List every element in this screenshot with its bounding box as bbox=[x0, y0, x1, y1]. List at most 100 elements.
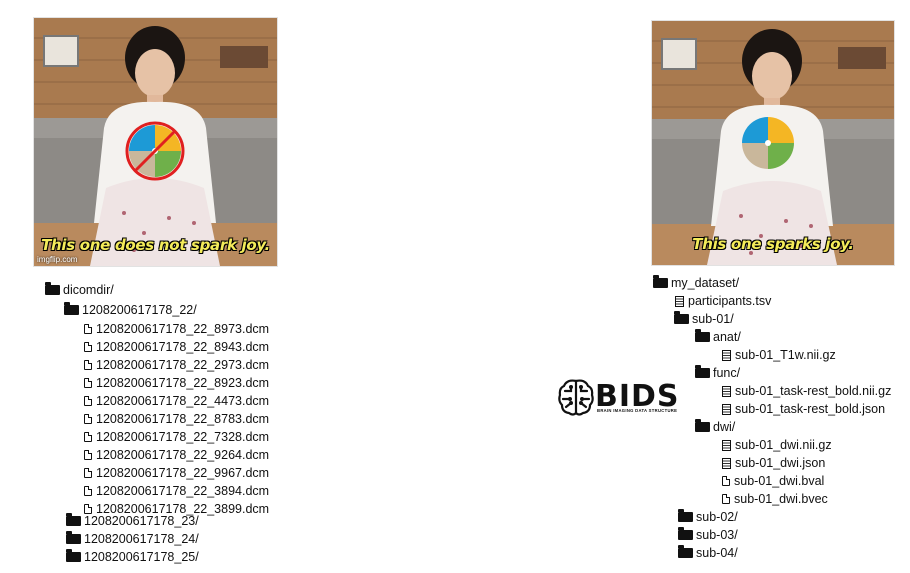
file-row: 1208200617178_22_8783.dcm bbox=[84, 410, 269, 429]
file-icon bbox=[84, 468, 92, 479]
folder-row: 1208200617178_22/ bbox=[64, 301, 197, 320]
file-row: 1208200617178_22_9967.dcm bbox=[84, 464, 269, 483]
file-row: sub-01_dwi.bval bbox=[722, 472, 824, 491]
file-label: sub-01_T1w.nii.gz bbox=[735, 348, 836, 362]
json-file-icon bbox=[722, 403, 731, 415]
folder-label: sub-01/ bbox=[692, 312, 734, 326]
file-icon bbox=[84, 486, 92, 497]
file-label: 1208200617178_22_4473.dcm bbox=[96, 394, 270, 408]
file-row: sub-01_dwi.json bbox=[722, 454, 825, 473]
file-icon bbox=[84, 504, 92, 515]
folder-label: sub-02/ bbox=[696, 510, 738, 524]
meme-caption: This one does not spark joy. bbox=[41, 236, 270, 254]
file-label: 1208200617178_22_8943.dcm bbox=[96, 340, 270, 354]
nifti-file-icon bbox=[722, 385, 731, 397]
folder-row: my_dataset/ bbox=[653, 274, 739, 293]
file-label: 1208200617178_22_9967.dcm bbox=[96, 466, 270, 480]
folder-row: 1208200617178_23/ bbox=[66, 512, 199, 531]
file-row: 1208200617178_22_3899.dcm bbox=[84, 500, 269, 519]
folder-row: func/ bbox=[695, 364, 740, 383]
file-icon bbox=[84, 360, 92, 371]
folder-label: dwi/ bbox=[713, 420, 736, 434]
file-label: 1208200617178_22_9264.dcm bbox=[96, 448, 270, 462]
bids-wordmark: BIDS bbox=[595, 379, 680, 414]
folder-icon bbox=[678, 509, 693, 523]
file-label: 1208200617178_22_7328.dcm bbox=[96, 430, 270, 444]
file-row: 1208200617178_22_8973.dcm bbox=[84, 320, 269, 339]
folder-label: func/ bbox=[713, 366, 741, 380]
file-row: 1208200617178_22_9264.dcm bbox=[84, 446, 269, 465]
bids-logo: BIDS BRAIN IMAGING DATA STRUCTURE bbox=[557, 377, 680, 417]
folder-icon bbox=[695, 365, 710, 379]
folder-label: sub-04/ bbox=[696, 546, 738, 560]
file-icon bbox=[84, 396, 92, 407]
folder-row: dwi/ bbox=[695, 418, 735, 437]
bids-subtitle: BRAIN IMAGING DATA STRUCTURE bbox=[597, 408, 678, 413]
file-icon bbox=[84, 324, 92, 335]
file-label: participants.tsv bbox=[688, 294, 772, 308]
file-row: participants.tsv bbox=[675, 292, 771, 311]
file-label: 1208200617178_22_3894.dcm bbox=[96, 484, 270, 498]
file-label: sub-01_dwi.bvec bbox=[734, 492, 828, 506]
folder-row: sub-03/ bbox=[678, 526, 738, 545]
file-icon bbox=[84, 432, 92, 443]
file-icon bbox=[84, 378, 92, 389]
file-row: 1208200617178_22_7328.dcm bbox=[84, 428, 269, 447]
file-label: sub-01_dwi.nii.gz bbox=[735, 438, 832, 452]
file-label: 1208200617178_22_8923.dcm bbox=[96, 376, 270, 390]
tabular-file-icon bbox=[675, 295, 684, 307]
file-row: sub-01_task-rest_bold.json bbox=[722, 400, 885, 419]
folder-row: sub-01/ bbox=[674, 310, 734, 329]
file-icon bbox=[84, 414, 92, 425]
meme-caption: This one sparks joy. bbox=[692, 235, 854, 253]
file-label: 1208200617178_22_3899.dcm bbox=[96, 502, 270, 516]
folder-label: 1208200617178_25/ bbox=[84, 550, 199, 564]
file-label: sub-01_dwi.json bbox=[735, 456, 826, 470]
folder-icon bbox=[45, 282, 60, 296]
folder-icon bbox=[678, 527, 693, 541]
nifti-file-icon bbox=[722, 349, 731, 361]
file-row: 1208200617178_22_4473.dcm bbox=[84, 392, 269, 411]
folder-icon bbox=[674, 311, 689, 325]
file-row: sub-01_dwi.nii.gz bbox=[722, 436, 832, 455]
folder-icon bbox=[653, 275, 668, 289]
file-label: sub-01_task-rest_bold.json bbox=[735, 402, 886, 416]
folder-row: anat/ bbox=[695, 328, 741, 347]
folder-row: sub-02/ bbox=[678, 508, 738, 527]
folder-icon bbox=[695, 419, 710, 433]
photo-scene bbox=[652, 21, 894, 265]
folder-label: anat/ bbox=[713, 330, 741, 344]
folder-row: dicomdir/ bbox=[45, 281, 114, 300]
folder-icon bbox=[64, 302, 79, 316]
meme-photo-no-joy: This one does not spark joy. imgflip.com bbox=[33, 17, 278, 267]
folder-label: my_dataset/ bbox=[671, 276, 740, 290]
file-row: sub-01_dwi.bvec bbox=[722, 490, 828, 509]
folder-label: 1208200617178_23/ bbox=[84, 514, 199, 528]
file-row: 1208200617178_22_8923.dcm bbox=[84, 374, 269, 393]
file-icon bbox=[84, 342, 92, 353]
pie-chart-icon bbox=[742, 117, 794, 169]
folder-icon bbox=[678, 545, 693, 559]
imgflip-watermark: imgflip.com bbox=[37, 255, 78, 264]
prohibition-sign-icon bbox=[125, 121, 185, 181]
folder-row: 1208200617178_24/ bbox=[66, 530, 199, 549]
file-label: 1208200617178_22_8973.dcm bbox=[96, 322, 270, 336]
folder-label: 1208200617178_24/ bbox=[84, 532, 199, 546]
photo-scene bbox=[34, 18, 277, 266]
folder-icon bbox=[695, 329, 710, 343]
folder-row: 1208200617178_25/ bbox=[66, 548, 199, 567]
folder-icon bbox=[66, 513, 81, 527]
file-row: sub-01_T1w.nii.gz bbox=[722, 346, 836, 365]
file-row: 1208200617178_22_3894.dcm bbox=[84, 482, 269, 501]
file-icon bbox=[722, 494, 730, 505]
folder-icon bbox=[66, 549, 81, 563]
file-icon bbox=[84, 450, 92, 461]
file-label: sub-01_task-rest_bold.nii.gz bbox=[735, 384, 892, 398]
json-file-icon bbox=[722, 457, 731, 469]
nifti-file-icon bbox=[722, 439, 731, 451]
file-row: sub-01_task-rest_bold.nii.gz bbox=[722, 382, 891, 401]
brain-icon bbox=[558, 379, 594, 416]
folder-icon bbox=[66, 531, 81, 545]
folder-row: sub-04/ bbox=[678, 544, 738, 563]
meme-photo-joy: This one sparks joy. bbox=[651, 20, 895, 266]
